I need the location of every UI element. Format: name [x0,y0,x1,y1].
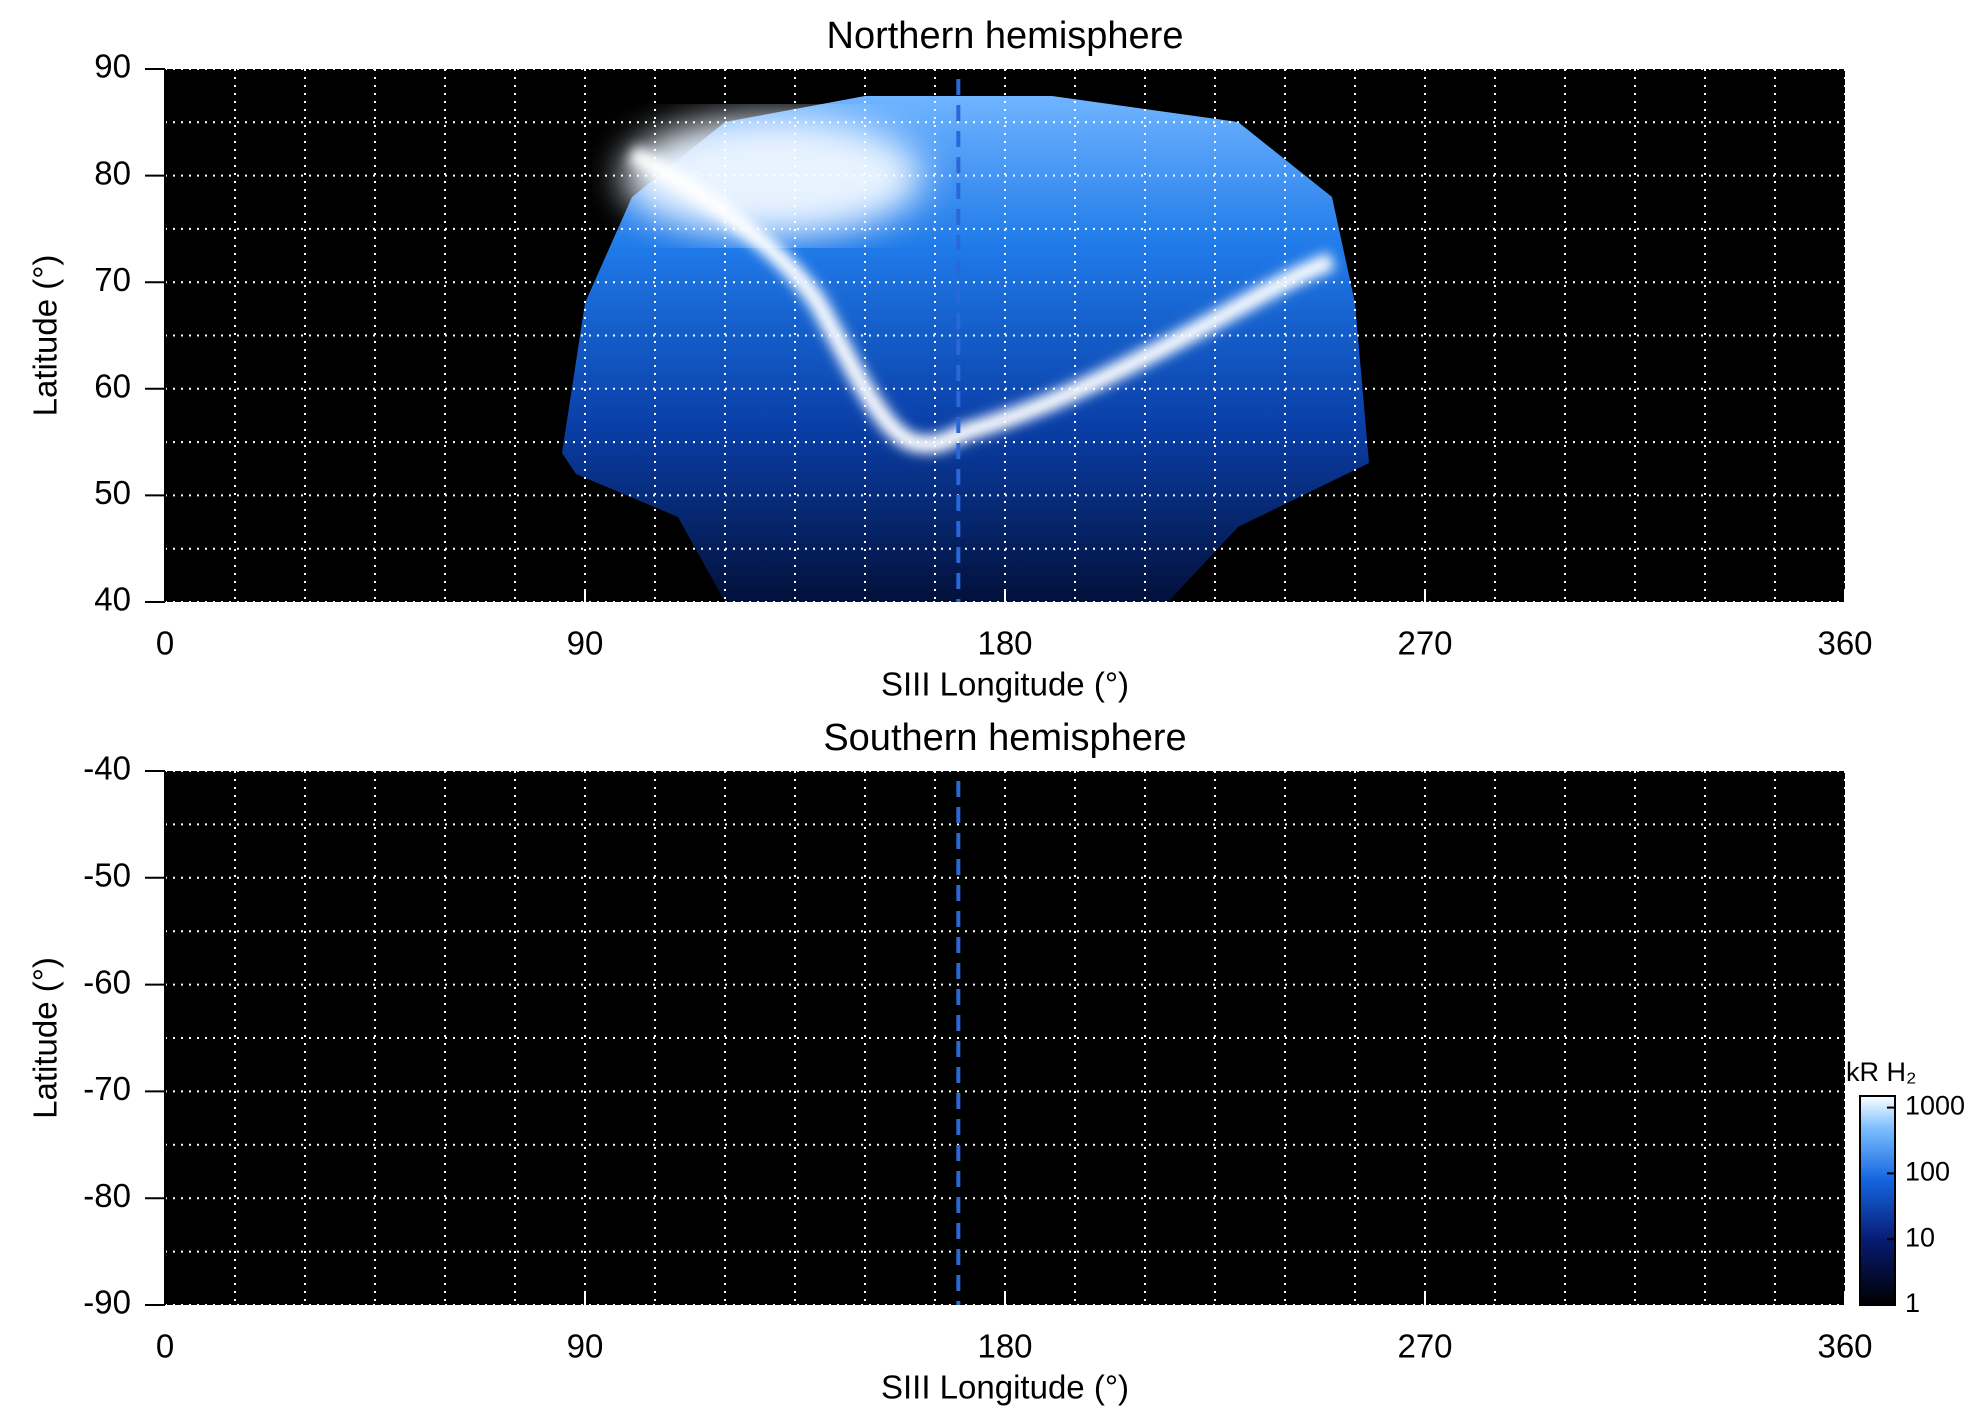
y-tick-label: -70 [83,1070,131,1107]
y-tick-label: -40 [83,750,131,787]
x-tick-label: 360 [1817,1328,1872,1365]
chart-title: Northern hemisphere [827,15,1184,57]
colorbar [1859,1095,1896,1306]
x-tick-label: 360 [1817,625,1872,662]
x-axis-label: SIII Longitude (°) [881,1369,1129,1406]
x-tick-label: 270 [1397,1328,1452,1365]
x-tick-label: 90 [567,625,604,662]
y-axis-label: Latitude (°) [27,957,64,1119]
x-axis-label: SIII Longitude (°) [881,666,1129,703]
y-tick-label: 90 [94,48,131,85]
colorbar-label: kR H₂ [1846,1057,1916,1087]
y-tick-label: 70 [94,261,131,298]
chart-layer: Northern hemisphere SIII Longitude (°) Lat… [27,15,1965,1406]
y-axis-label: Latitude (°) [27,255,64,417]
x-tick-label: 180 [977,625,1032,662]
colorbar-tick-label: 100 [1905,1157,1950,1187]
x-tick-label: 0 [156,625,174,662]
x-tick-label: 0 [156,1328,174,1365]
x-tick-label: 90 [567,1328,604,1365]
x-tick-label: 270 [1397,625,1452,662]
y-tick-label: 50 [94,474,131,511]
y-tick-label: -80 [83,1177,131,1214]
y-tick-label: -90 [83,1284,131,1321]
colorbar-tick-label: 1000 [1905,1091,1965,1121]
y-tick-label: 80 [94,154,131,191]
chart-title: Southern hemisphere [823,717,1186,759]
colorbar-tick-label: 10 [1905,1222,1935,1252]
y-tick-label: 60 [94,368,131,405]
y-tick-label: -60 [83,963,131,1000]
x-tick-label: 180 [977,1328,1032,1365]
y-tick-label: -50 [83,857,131,894]
y-tick-label: 40 [94,581,131,618]
aurora-bright-patch [622,116,922,236]
colorbar-tick-label: 1 [1905,1288,1920,1318]
